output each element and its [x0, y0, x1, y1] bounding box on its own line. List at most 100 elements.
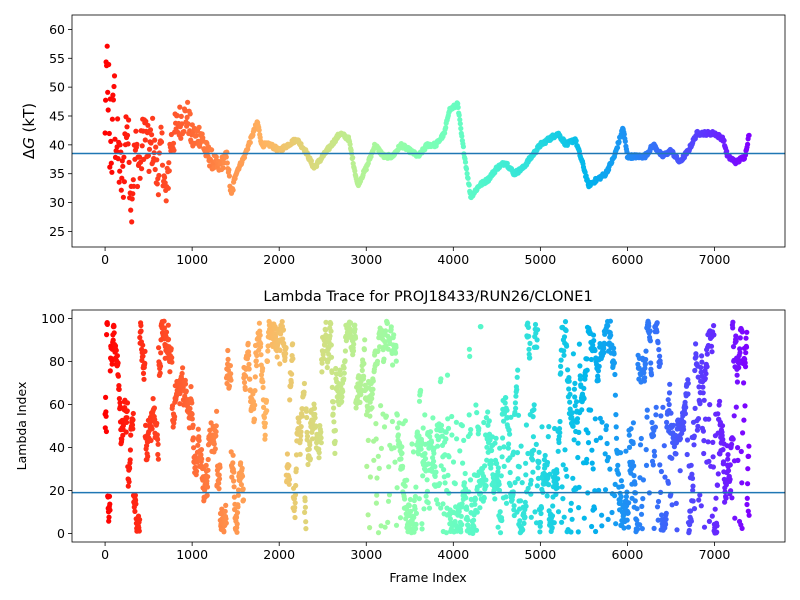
lambda-point	[416, 398, 423, 404]
lambda-point	[584, 356, 590, 362]
lambda-point	[677, 468, 683, 474]
lambda-point	[514, 387, 520, 393]
lambda-point	[482, 463, 488, 469]
lambda-point	[596, 487, 602, 493]
lambda-y-tick-label: 40	[49, 440, 65, 455]
lambda-point	[569, 410, 575, 416]
lambda-scatter-points	[102, 318, 752, 537]
lambda-point	[523, 422, 530, 428]
lambda-point	[597, 435, 604, 441]
lambda-point	[423, 493, 429, 499]
dg-point	[159, 162, 166, 168]
lambda-point	[444, 372, 451, 378]
lambda-point	[533, 441, 539, 447]
lambda-point	[463, 495, 469, 501]
dg-point	[457, 117, 463, 123]
lambda-point	[564, 343, 570, 349]
dg-point	[170, 140, 177, 146]
lambda-point	[530, 469, 536, 475]
lambda-point	[369, 395, 375, 402]
dg-point	[455, 104, 461, 110]
lambda-point	[494, 460, 500, 466]
lambda-point	[399, 444, 405, 450]
lambda-point	[481, 495, 487, 501]
lambda-point	[739, 480, 745, 486]
lambda-point	[576, 429, 582, 435]
lambda-point	[430, 415, 436, 421]
lambda-point	[546, 424, 552, 430]
lambda-point	[111, 323, 117, 330]
lambda-point	[154, 420, 160, 426]
lambda-point	[744, 495, 750, 501]
lambda-point	[545, 434, 551, 440]
lambda-point	[183, 388, 189, 394]
lambda-point	[683, 404, 689, 410]
lambda-point	[661, 443, 667, 449]
lambda-point	[525, 450, 531, 457]
lambda-point	[123, 429, 129, 435]
lambda-point	[258, 372, 265, 378]
lambda-point	[353, 405, 359, 411]
lambda-point	[739, 525, 745, 532]
lambda-point	[454, 436, 460, 442]
lambda-point	[351, 341, 357, 347]
lambda-point	[333, 371, 340, 377]
lambda-point	[689, 471, 695, 477]
lambda-point	[371, 457, 377, 463]
lambda-point	[445, 425, 452, 431]
lambda-point	[651, 525, 657, 532]
lambda-point	[534, 483, 540, 489]
lambda-point	[292, 504, 298, 511]
lambda-point	[611, 345, 617, 351]
lambda-point	[374, 358, 381, 364]
lambda-point	[681, 426, 687, 433]
lambda-point	[150, 396, 156, 402]
lambda-point	[225, 347, 231, 354]
lambda-point	[373, 421, 379, 427]
lambda-point	[189, 400, 195, 406]
lambda-point	[384, 320, 390, 326]
lambda-point	[307, 456, 313, 462]
lambda-point	[697, 492, 703, 498]
lambda-point	[394, 412, 400, 418]
lambda-point	[685, 391, 691, 397]
lambda-point	[247, 387, 253, 393]
lambda-point	[329, 369, 335, 375]
dg-x-tick-label: 7000	[699, 252, 731, 267]
lambda-point	[140, 353, 146, 359]
lambda-point	[656, 347, 662, 353]
lambda-point	[567, 391, 573, 397]
lambda-point	[419, 521, 425, 527]
lambda-point	[254, 352, 260, 359]
lambda-point	[331, 419, 337, 425]
lambda-point	[286, 476, 293, 483]
lambda-point	[557, 430, 563, 436]
lambda-point	[538, 505, 545, 511]
lambda-point	[316, 455, 322, 461]
lambda-point	[458, 529, 464, 535]
lambda-point	[413, 521, 419, 528]
lambda-point	[467, 477, 474, 483]
lambda-point	[459, 501, 465, 507]
lambda-point	[340, 388, 346, 395]
lambda-point	[471, 517, 477, 523]
lambda-point	[305, 461, 311, 468]
lambda-point	[473, 527, 480, 533]
lambda-point	[182, 393, 188, 399]
lambda-point	[438, 376, 444, 382]
lambda-point	[511, 503, 517, 509]
lambda-point	[328, 342, 334, 348]
lambda-point	[591, 338, 597, 344]
lambda-y-tick-label: 20	[49, 483, 65, 498]
lambda-point	[644, 407, 650, 413]
dg-point	[124, 124, 130, 130]
lambda-point	[462, 470, 468, 477]
lambda-point	[443, 429, 449, 435]
lambda-point	[302, 498, 308, 504]
lambda-point	[427, 433, 433, 440]
lambda-point	[495, 469, 501, 475]
lambda-point	[402, 418, 408, 424]
dg-point	[184, 114, 190, 120]
lambda-point	[386, 464, 392, 470]
lambda-point	[341, 376, 347, 382]
